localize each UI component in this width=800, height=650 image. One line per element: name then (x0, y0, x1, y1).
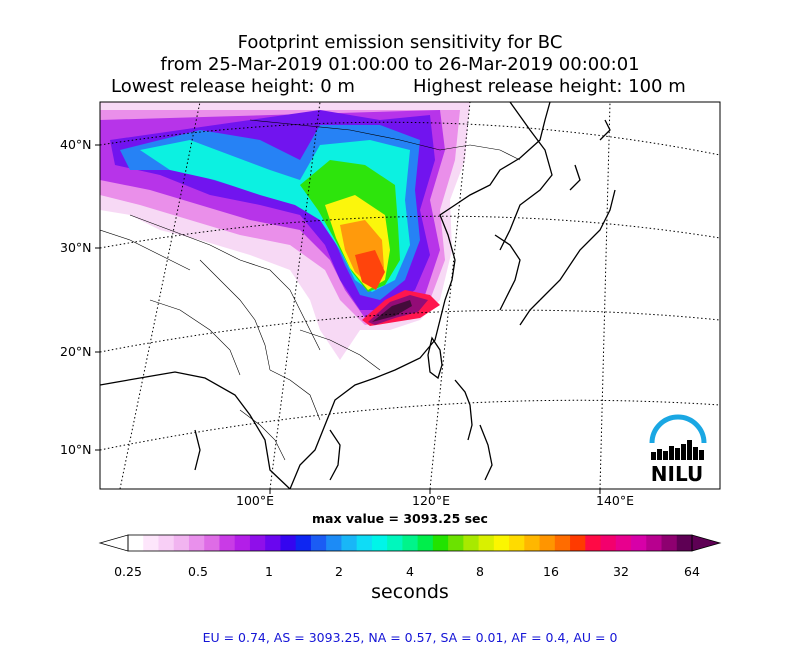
colorbar-segment (234, 535, 251, 551)
colorbar-segment (158, 535, 175, 551)
colorbar-tick-2: 1 (265, 564, 273, 579)
title-line-2: from 25-Mar-2019 01:00:00 to 26-Mar-2019… (160, 54, 640, 75)
nilu-logo-text: NILU (651, 462, 703, 486)
lowest-release-height: Lowest release height: 0 m (111, 76, 355, 97)
colorbar-segment (524, 535, 541, 551)
colorbar-segment (448, 535, 464, 551)
country-borders (100, 119, 521, 461)
highest-release-height: Highest release height: 100 m (413, 76, 686, 97)
colorbar (98, 534, 722, 552)
colorbar-min-arrow (98, 534, 129, 552)
colorbar-segment (188, 535, 205, 551)
colorbar-segment (143, 535, 159, 551)
colorbar-segment (661, 535, 678, 551)
colorbar-segment (615, 535, 632, 551)
colorbar-segment (310, 535, 327, 551)
colorbar-tick-1: 0.5 (188, 564, 208, 579)
colorbar-unit-label: seconds (371, 581, 449, 603)
colorbar-segment (326, 535, 342, 551)
colorbar-segment (585, 535, 602, 551)
lon-label-100: 100°E (236, 493, 275, 508)
colorbar-segment (417, 535, 434, 551)
colorbar-segment (463, 535, 480, 551)
colorbar-segment (356, 535, 373, 551)
colorbar-tick-0: 0.25 (114, 564, 142, 579)
colorbar-segment (570, 535, 586, 551)
lat-label-10: 10°N (60, 442, 92, 457)
colorbar-tick-5: 8 (476, 564, 484, 579)
lat-label-40: 40°N (60, 137, 92, 152)
lon-label-140: 140°E (596, 493, 635, 508)
colorbar-segment (128, 535, 144, 551)
colorbar-max-arrow (691, 534, 722, 552)
colorbar-segment (265, 535, 281, 551)
nilu-logo: NILU (649, 414, 707, 486)
colorbar-segment (539, 535, 556, 551)
colorbar-segment (432, 535, 449, 551)
lat-label-20: 20°N (60, 344, 92, 359)
colorbar-segment (631, 535, 647, 551)
colorbar-segment (600, 535, 617, 551)
colorbar-segment (387, 535, 403, 551)
map-plot-area: NILU (100, 102, 720, 489)
colorbar-segment (646, 535, 663, 551)
colorbar-segment (509, 535, 525, 551)
colorbar-segment (402, 535, 419, 551)
colorbar-segment (478, 535, 495, 551)
coastlines (100, 102, 616, 489)
colorbar-tick-6: 16 (543, 564, 559, 579)
colorbar-segment (219, 535, 236, 551)
colorbar-segment (280, 535, 297, 551)
lon-label-120: 120°E (412, 493, 451, 508)
colorbar-segment (249, 535, 266, 551)
colorbar-segment (173, 535, 190, 551)
colorbar-frame (127, 534, 693, 552)
colorbar-segment (554, 535, 571, 551)
colorbar-segment (493, 535, 510, 551)
max-value-label: max value = 3093.25 sec (312, 511, 488, 526)
colorbar-tick-8: 64 (684, 564, 700, 579)
colorbar-tick-7: 32 (613, 564, 629, 579)
map-frame (99, 101, 721, 490)
graticule (100, 102, 720, 489)
colorbar-segment (295, 535, 312, 551)
colorbar-tick-4: 4 (406, 564, 414, 579)
colorbar-tick-3: 2 (335, 564, 343, 579)
colorbar-segment (676, 535, 693, 551)
colorbar-segments (128, 535, 693, 551)
region-stats: EU = 0.74, AS = 3093.25, NA = 0.57, SA =… (202, 630, 618, 645)
title-line-1: Footprint emission sensitivity for BC (237, 32, 563, 53)
colorbar-segment (371, 535, 388, 551)
colorbar-segment (204, 535, 220, 551)
lat-label-30: 30°N (60, 240, 92, 255)
colorbar-segment (341, 535, 358, 551)
footprint-plume (100, 102, 470, 360)
axis-ticks (95, 144, 601, 494)
